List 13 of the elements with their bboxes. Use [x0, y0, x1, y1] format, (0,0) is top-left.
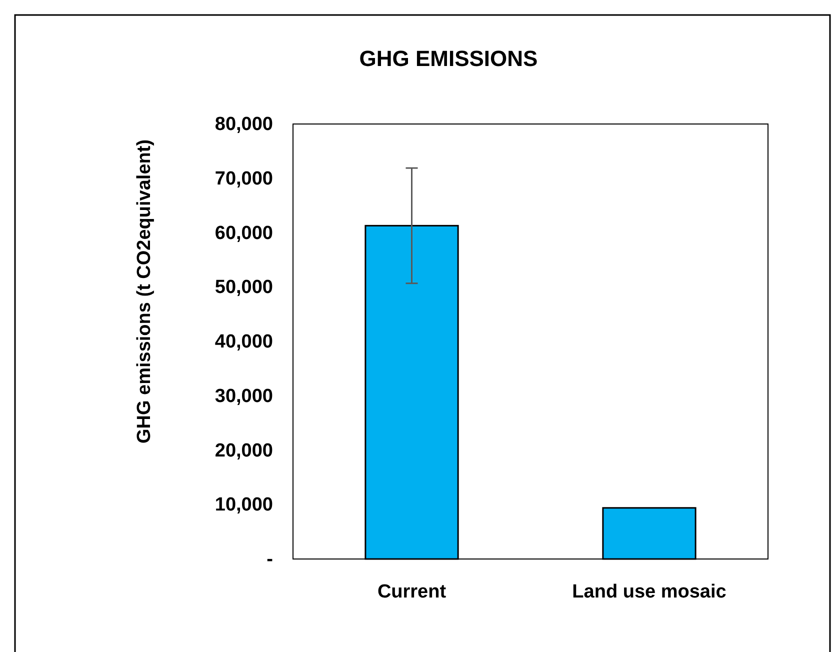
y-tick-label: 50,000: [214, 277, 273, 298]
y-axis-title: GHG emissions (t CO2equivalent): [134, 139, 155, 444]
y-tick-label: 60,000: [214, 222, 273, 244]
y-tick-label: 10,000: [214, 494, 273, 516]
y-tick-label: 30,000: [214, 386, 273, 407]
y-tick-label: -: [266, 549, 273, 570]
x-tick-label: Land use mosaic: [572, 581, 727, 602]
y-tick-label: 20,000: [214, 440, 273, 462]
y-tick-label: 40,000: [214, 332, 273, 353]
x-tick-label: Current: [377, 581, 447, 602]
y-tick-label: 70,000: [214, 168, 273, 190]
y-tick-label: 80,000: [214, 114, 273, 136]
chart-title: GHG EMISSIONS: [359, 46, 538, 71]
